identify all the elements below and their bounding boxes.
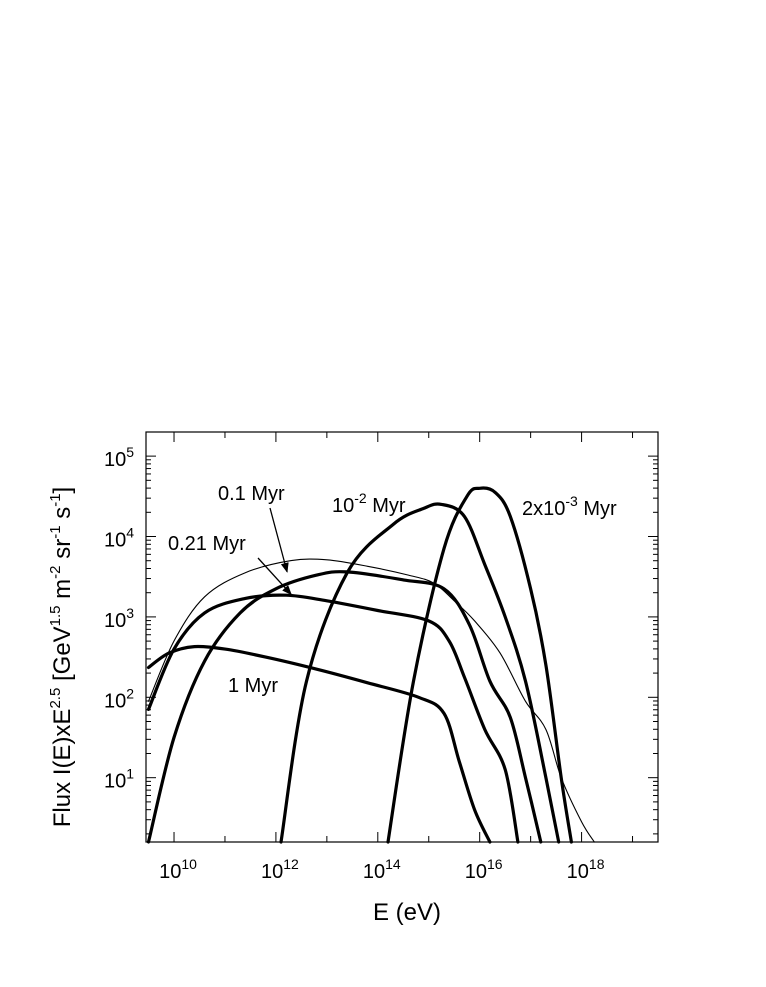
- arrows: [257, 507, 292, 596]
- y-tick-labels: 101 102 103 104 105: [104, 444, 134, 793]
- arrow-0-21-myr: [257, 557, 292, 596]
- x-tick-label: 1010: [159, 856, 197, 883]
- curve-labels: 0.1 Myr 0.21 Myr 10-2 Myr 2x10-3 Myr 1 Myr: [168, 483, 617, 697]
- x-tick-labels: 1010 1012 1014 1016 1018: [159, 856, 605, 883]
- curve-10-2-myr: [279, 502, 561, 844]
- arrow-0-1-myr: [269, 507, 289, 573]
- curve-2x10-3-myr: [386, 486, 573, 844]
- x-tick-label: 1014: [363, 856, 401, 883]
- x-tick-label: 1018: [567, 856, 605, 883]
- curve-0-1-myr: [146, 570, 543, 844]
- label-10-2-myr: 10-2 Myr: [332, 490, 406, 517]
- y-tick-label: 102: [104, 685, 134, 712]
- x-axis-label: E (eV): [373, 899, 441, 926]
- curves: [146, 486, 595, 844]
- major-ticks: [146, 432, 658, 842]
- y-tick-label: 104: [104, 525, 134, 552]
- label-2x10-3-myr: 2x10-3 Myr: [522, 493, 617, 520]
- x-tick-label: 1012: [261, 856, 299, 883]
- curve-thin-envelope: [147, 558, 595, 843]
- curve-0-21-myr: [146, 593, 520, 844]
- x-tick-label: 1016: [465, 856, 503, 883]
- label-0-21-myr: 0.21 Myr: [168, 533, 246, 555]
- y-axis-label: Flux I(E)xE2.5 [GeV1.5 m-2 sr-1 s-1]: [47, 487, 76, 827]
- y-tick-label: 103: [104, 605, 134, 632]
- y-tick-label: 101: [104, 766, 134, 793]
- plot-frame: [145, 431, 659, 843]
- label-0-1-myr: 0.1 Myr: [218, 483, 285, 505]
- curve-1-myr: [146, 644, 492, 844]
- label-1-myr: 1 Myr: [228, 675, 278, 697]
- y-tick-label: 105: [104, 444, 134, 471]
